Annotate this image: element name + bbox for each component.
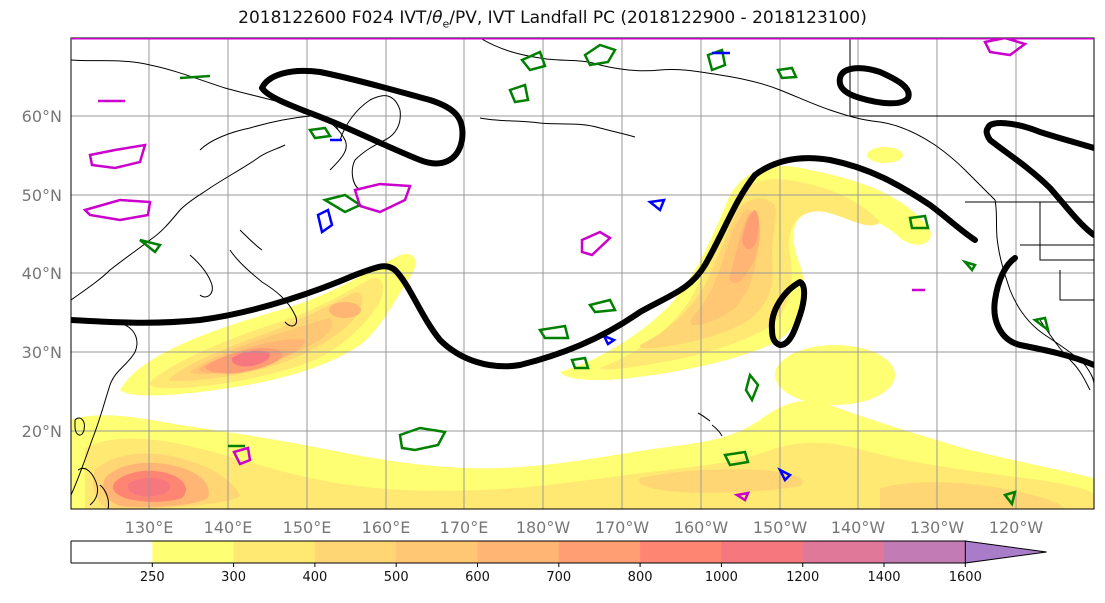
pc-contours: [71, 65, 1094, 370]
ivt-gulf-alaska-patch: [867, 147, 903, 163]
pc-contour-main: [71, 155, 978, 370]
title-prefix: 2018122600 F024 IVT/: [238, 8, 433, 28]
x-tick-label: 150°E: [283, 518, 332, 537]
colorbar-segment: [152, 541, 235, 563]
colorbar-extend-arrow: [964, 540, 1047, 564]
political-borders: [849, 38, 1094, 301]
ivt-tropical-band-400b: [880, 482, 1065, 509]
coast-taiwan: [74, 417, 85, 436]
ivt-tropical-band-300: [85, 438, 1094, 509]
colorbar-segment: [558, 541, 641, 563]
colorbar-tick-label: 1200: [786, 570, 819, 585]
colorbar-tick-label: 300: [221, 570, 246, 585]
colorbar-segment: [884, 541, 966, 563]
x-tick-label: 150°W: [753, 518, 808, 537]
colorbar-segment: [71, 541, 153, 563]
pc-contour-coast-lobe: [991, 255, 1094, 368]
x-tick-label: 170°W: [595, 518, 650, 537]
x-tick-label: 120°W: [989, 518, 1044, 537]
pv-contours-blue: [316, 51, 793, 483]
coastlines: [71, 38, 1094, 509]
colorbar-segment: [314, 541, 397, 563]
x-tick-label: 180°W: [516, 518, 571, 537]
pc-contour-west-lobe: [259, 67, 466, 167]
colorbar-segment: [640, 541, 722, 563]
colorbar-tick-label: 1000: [705, 570, 738, 585]
pv-contours-magenta: [82, 38, 1028, 502]
x-tick-label: 160°W: [674, 518, 729, 537]
ivt-plume-west-1000: [231, 350, 271, 367]
y-tick-label: 30°N: [22, 343, 62, 362]
x-tick-label: 170°E: [440, 518, 489, 537]
coast-aleutians: [479, 117, 636, 138]
pc-contour-closed-small: [768, 279, 808, 348]
colorbar-tick-label: 250: [140, 570, 165, 585]
ivt-plume-ridge-lobe: [775, 345, 895, 405]
colorbar-tick-label: 1600: [949, 570, 982, 585]
colorbar-tick-label: 600: [465, 570, 490, 585]
coast-korea: [189, 254, 213, 298]
title-suffix: /PV, IVT Landfall PC (2018122900 - 20181…: [449, 8, 867, 28]
coast-baja: [1039, 319, 1091, 391]
y-tick-label: 20°N: [22, 422, 62, 441]
coast-alaska: [479, 38, 996, 201]
coast-philippines: [77, 467, 109, 509]
pc-contour-east-lobe: [983, 120, 1094, 238]
colorbar-tick-label: 700: [546, 570, 571, 585]
coast-hawaii: [697, 412, 723, 437]
colorbar-segment: [233, 541, 316, 563]
ivt-plume-west-sub-core: [329, 302, 361, 318]
colorbar: 250 300 400 500 600 700 800 1000 1200 1400 1600: [70, 540, 1048, 585]
x-tick-label: 140°E: [204, 518, 253, 537]
y-tick-label: 40°N: [22, 264, 62, 283]
title-subscript: e: [442, 17, 450, 31]
colorbar-segment: [477, 541, 560, 563]
ivt-plume-ridge-800: [742, 210, 759, 250]
colorbar-tick-label: 400: [302, 570, 327, 585]
pc-contour-alaska-lobe: [836, 65, 912, 107]
x-tick-label: 140°W: [831, 518, 886, 537]
map-frame-top-accent: [71, 38, 1094, 40]
coast-north-america: [994, 199, 1094, 386]
title-theta: θ: [432, 8, 443, 28]
colorbar-segment: [721, 541, 804, 563]
x-tick-label: 160°E: [362, 518, 411, 537]
ivt-shading: [71, 147, 1094, 509]
coast-kamchatka: [339, 95, 401, 191]
coast-asia: [71, 59, 347, 301]
x-tick-label: 130°W: [910, 518, 965, 537]
colorbar-tick-label: 800: [628, 570, 653, 585]
ivt-tropical-band-400c: [639, 469, 803, 493]
pv-contours-green: [139, 43, 1051, 507]
y-tick-label: 60°N: [22, 107, 62, 126]
colorbar-outline: [70, 540, 966, 564]
colorbar-tick-label: 500: [384, 570, 409, 585]
chart-title: 2018122600 F024 IVT/θe/PV, IVT Landfall …: [0, 8, 1105, 30]
coast-japan: [229, 229, 298, 327]
colorbar-tick-label: 1400: [867, 570, 900, 585]
colorbar-segment: [396, 541, 478, 563]
x-tick-label: 130°E: [125, 518, 174, 537]
y-tick-label: 50°N: [22, 186, 62, 205]
colorbar-segment: [802, 541, 885, 563]
x-axis-ticks: 130°E 140°E 150°E 160°E 170°E 180°W 170°…: [125, 518, 1044, 537]
y-axis-ticks: 60°N 50°N 40°N 30°N 20°N: [22, 107, 62, 441]
